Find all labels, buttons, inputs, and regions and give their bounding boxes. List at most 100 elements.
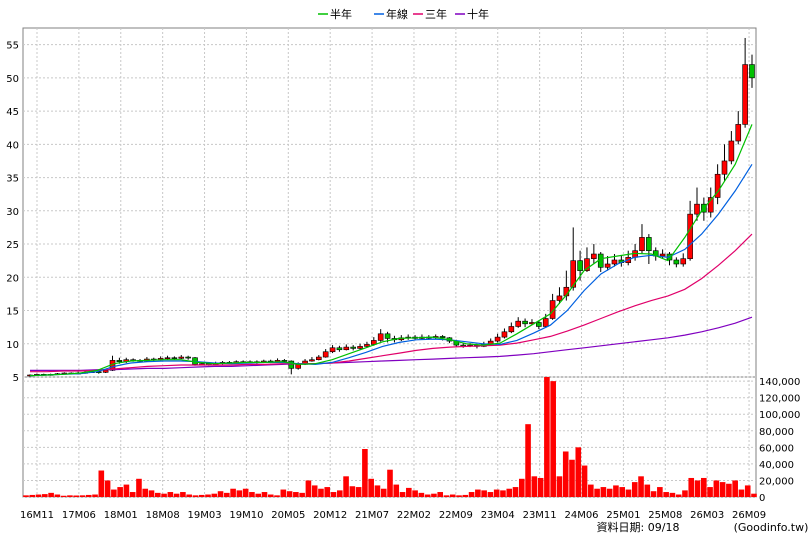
- x-tick-label: 19M03: [188, 510, 222, 521]
- candle-body: [707, 197, 714, 213]
- volume-bar: [588, 484, 594, 497]
- volume-bar: [713, 480, 720, 497]
- legend-label: 十年: [467, 7, 489, 21]
- x-tick-label: 18M08: [146, 510, 180, 521]
- volume-bar: [500, 490, 506, 497]
- volume-bar: [186, 494, 192, 497]
- candle-body: [749, 64, 755, 79]
- volume-bar: [456, 495, 462, 497]
- volume-bar: [274, 495, 280, 497]
- x-tick-label: 24M06: [564, 510, 598, 521]
- volume-bar: [726, 483, 732, 497]
- x-tick-label: 22M09: [439, 510, 473, 521]
- candle-body: [494, 336, 501, 342]
- volume-bar: [79, 495, 86, 497]
- volume-tick-label: 40,000: [759, 460, 794, 471]
- candle-body: [329, 347, 336, 353]
- volume-bar: [562, 451, 569, 497]
- volume-bar: [393, 484, 400, 497]
- candle-body: [515, 320, 522, 327]
- data-date-label: 資料日期: 09/18: [597, 520, 680, 534]
- price-tick-label: 20: [6, 273, 19, 284]
- candle-body: [721, 160, 728, 175]
- candle-body: [694, 203, 700, 215]
- volume-bar: [387, 469, 393, 497]
- volume-bar: [318, 488, 324, 497]
- volume-bar: [581, 465, 588, 497]
- volume-bar: [613, 485, 619, 497]
- price-panel: [22, 27, 757, 378]
- legend-label: 半年: [330, 7, 352, 21]
- x-tick-label: 17M06: [62, 510, 96, 521]
- volume-bar: [142, 488, 149, 497]
- candle-body: [281, 360, 288, 362]
- volume-bar: [161, 493, 167, 497]
- volume-bar: [675, 494, 682, 497]
- volume-bar: [487, 492, 494, 497]
- volume-bar: [249, 492, 255, 497]
- volume-bar: [48, 492, 54, 497]
- volume-bar: [180, 492, 186, 497]
- volume-bar: [644, 484, 651, 497]
- x-tick-label: 23M11: [523, 510, 557, 521]
- volume-bar: [738, 489, 745, 497]
- candle-body: [646, 237, 652, 251]
- volume-bar: [136, 478, 142, 497]
- volume-bar: [305, 480, 312, 497]
- volume-bar: [399, 492, 406, 497]
- candle-body: [570, 260, 577, 288]
- volume-bar: [23, 495, 29, 497]
- volume-bar: [255, 493, 262, 497]
- volume-bar: [42, 494, 48, 497]
- volume-bar: [148, 490, 155, 497]
- price-tick-label: 15: [6, 307, 19, 318]
- volume-bar: [462, 494, 469, 497]
- volume-bar: [663, 492, 669, 497]
- volume-bar: [349, 486, 356, 497]
- volume-bar: [525, 424, 531, 497]
- volume-bar: [694, 480, 701, 497]
- candle-body: [584, 258, 590, 271]
- candle-body: [742, 64, 748, 125]
- volume-bar: [744, 485, 751, 497]
- volume-bar: [362, 449, 368, 497]
- volume-bar: [631, 482, 638, 497]
- candle-body: [591, 253, 597, 259]
- volume-bar: [117, 487, 123, 497]
- x-tick-label: 20M12: [313, 510, 347, 521]
- volume-bar: [343, 476, 349, 497]
- candle-body: [315, 356, 322, 361]
- volume-bar: [336, 490, 343, 497]
- candle-body: [673, 259, 680, 265]
- candle-body: [164, 357, 171, 360]
- volume-bar: [85, 494, 92, 497]
- volume-bar: [242, 488, 249, 497]
- volume-bar: [424, 494, 431, 497]
- candle-body: [439, 336, 446, 339]
- legend-label: 年線: [386, 7, 408, 21]
- candle-body: [116, 360, 123, 363]
- volume-tick-label: 120,000: [759, 394, 800, 405]
- volume-tick-label: 140,000: [759, 377, 800, 388]
- volume-bar: [330, 492, 337, 497]
- volume-bar: [751, 493, 757, 497]
- volume-bar: [192, 495, 199, 497]
- x-tick-label: 26M03: [690, 510, 724, 521]
- price-tick-label: 35: [6, 174, 19, 185]
- volume-bar: [205, 494, 211, 497]
- volume-bar: [293, 492, 299, 497]
- price-tick-label: 10: [6, 340, 19, 351]
- candle-body: [604, 263, 611, 268]
- volume-bar: [29, 494, 36, 497]
- volume-bar: [198, 494, 205, 497]
- ma-half-year-line: [29, 124, 753, 377]
- volume-bar: [286, 491, 293, 497]
- volume-bar: [506, 488, 513, 497]
- volume-bar: [412, 490, 418, 497]
- volume-bar: [54, 494, 61, 497]
- volume-bar: [638, 476, 644, 497]
- volume-bar: [236, 490, 243, 497]
- volume-bar: [280, 489, 287, 497]
- volume-bar: [625, 489, 632, 497]
